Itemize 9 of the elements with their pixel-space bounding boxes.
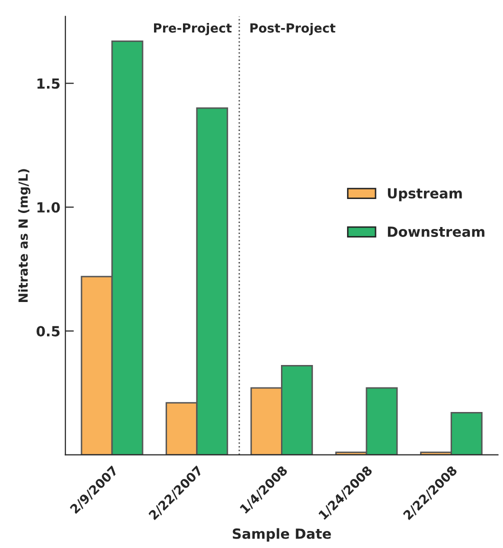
- y-tick-label: 1.0: [37, 202, 60, 213]
- x-axis-title: Sample Date: [232, 528, 331, 542]
- legend-label: Downstream: [388, 226, 484, 237]
- annotation: Post-Project: [250, 23, 336, 36]
- legend-label: Upstream: [388, 188, 462, 202]
- y-axis-title: Nitrate as N (mg/L): [18, 169, 30, 302]
- y-tick-label: 1.5: [37, 78, 60, 89]
- annotation: Pre-Project: [154, 23, 232, 36]
- y-tick-label: 0.5: [36, 326, 60, 336]
